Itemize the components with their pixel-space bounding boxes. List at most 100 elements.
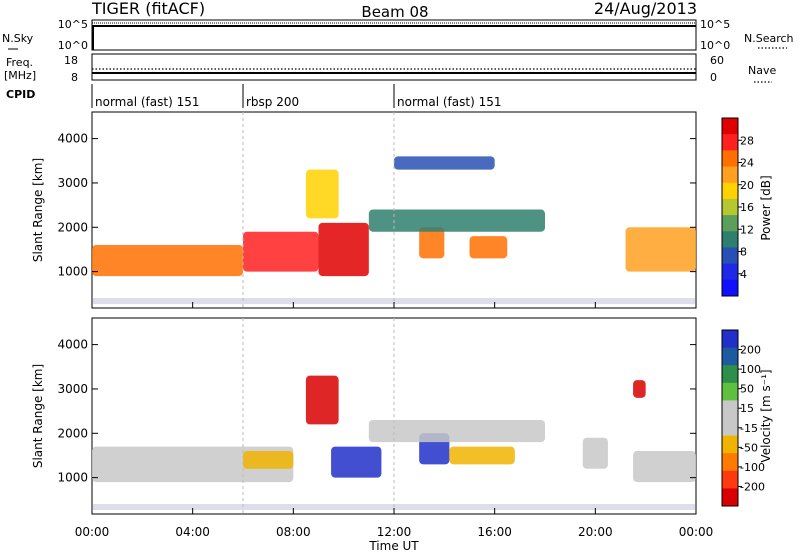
colorbar-tick-label: 100 bbox=[740, 363, 761, 376]
colorbar-tick-label: 16 bbox=[740, 201, 754, 214]
nsky-panel bbox=[91, 19, 697, 51]
colorbar-swatch bbox=[722, 118, 738, 135]
colorbar-tick-label: 8 bbox=[740, 246, 747, 259]
colorbar-swatch bbox=[722, 400, 738, 419]
echo-region bbox=[449, 446, 515, 465]
cpid-segment-label: normal (fast) 151 bbox=[95, 95, 199, 109]
velocity-colorbar: 200 100 50 15 -15 -50 -100 -200 bbox=[721, 329, 765, 507]
range-tick-label: 4000 bbox=[57, 338, 88, 352]
colorbar-swatch bbox=[722, 279, 738, 297]
cpid-segment-label: rbsp 200 bbox=[246, 95, 299, 109]
freq-label-1: Freq. bbox=[6, 56, 33, 69]
colorbar-swatch bbox=[722, 215, 738, 232]
power-ylabel: Slant Range [km] bbox=[31, 158, 45, 262]
colorbar-tick-label: 20 bbox=[740, 179, 754, 192]
echo-region bbox=[368, 419, 545, 443]
colorbar-tick-label: -100 bbox=[740, 461, 765, 474]
range-tick-label: 2000 bbox=[57, 426, 88, 440]
range-tick-label: 3000 bbox=[57, 382, 88, 396]
cpid-segments: normal (fast) 151 rbsp 200 normal (fast) 1… bbox=[91, 84, 501, 109]
cpid-label: CPID bbox=[6, 88, 35, 101]
nsky-tick-bottom: 10^0 bbox=[58, 39, 88, 52]
colorbar-tick-label: 4 bbox=[740, 268, 747, 281]
echo-region bbox=[305, 169, 339, 219]
time-tick-label: 00:00 bbox=[679, 525, 714, 539]
time-tick-label: 04:00 bbox=[175, 525, 210, 539]
range-tick-label: 1000 bbox=[57, 265, 88, 279]
colorbar-swatch bbox=[722, 382, 738, 401]
colorbar-tick-label: 12 bbox=[740, 223, 754, 236]
time-tick-label: 00:00 bbox=[75, 525, 110, 539]
nave-label: Nave bbox=[748, 64, 776, 77]
nave-tick-bottom: 0 bbox=[710, 71, 717, 84]
nsky-label: N.Sky bbox=[2, 32, 34, 45]
echo-region bbox=[633, 380, 646, 398]
colorbar-swatch bbox=[722, 198, 738, 216]
colorbar-tick-label: 50 bbox=[740, 383, 754, 396]
date-title: 24/Aug/2013 bbox=[594, 0, 697, 18]
colorbar-swatch bbox=[722, 365, 738, 384]
power-colorbar: 28 24 20 16 12 8 4 bbox=[721, 117, 754, 297]
colorbar-frame bbox=[721, 329, 739, 507]
colorbar-swatch bbox=[722, 182, 738, 200]
freq-tick-bottom: 8 bbox=[71, 71, 78, 84]
echo-region bbox=[305, 375, 339, 425]
colorbar-tick-label: -15 bbox=[740, 422, 758, 435]
echo-region bbox=[92, 446, 294, 483]
range-tick-label: 3000 bbox=[57, 176, 88, 190]
power-colorbar-label: Power [dB] bbox=[759, 175, 773, 240]
nave-tick-top: 60 bbox=[710, 54, 724, 67]
colorbar-swatch bbox=[722, 488, 738, 507]
colorbar-tick-label: 24 bbox=[740, 157, 754, 170]
cpid-segment-label: normal (fast) 151 bbox=[397, 95, 501, 109]
range-axes: 1000 2000 3000 4000 1000 2000 3000 4000 bbox=[57, 112, 696, 514]
echo-region bbox=[394, 156, 495, 170]
colorbar-swatch bbox=[722, 150, 738, 168]
time-tick-label: 08:00 bbox=[276, 525, 311, 539]
time-axis: 00:00 04:00 08:00 12:00 16:00 20:00 00:00 bbox=[75, 302, 714, 539]
radar-title: TIGER (fitACF) bbox=[91, 0, 205, 18]
colorbar-swatch bbox=[722, 453, 738, 472]
colorbar-tick-label: -200 bbox=[740, 480, 765, 493]
range-tick-label: 1000 bbox=[57, 471, 88, 485]
echo-region bbox=[331, 446, 382, 478]
echo-region bbox=[625, 227, 696, 272]
nsky-tick-top: 10^5 bbox=[58, 18, 88, 31]
echo-region bbox=[368, 209, 545, 232]
nsearch-tick-top: 10^5 bbox=[700, 18, 730, 31]
colorbar-swatch bbox=[722, 347, 738, 366]
freq-tick-top: 18 bbox=[64, 54, 78, 67]
time-tick-label: 16:00 bbox=[477, 525, 512, 539]
time-tick-label: 12:00 bbox=[377, 525, 412, 539]
freq-panel bbox=[91, 53, 697, 81]
xaxis-label: Time UT bbox=[368, 539, 419, 553]
colorbar-swatch bbox=[722, 263, 738, 281]
colorbar-swatch bbox=[722, 166, 738, 184]
echo-region bbox=[243, 231, 319, 272]
colorbar-tick-label: 200 bbox=[740, 344, 761, 357]
nsearch-tick-bottom: 10^0 bbox=[700, 39, 730, 52]
range-tick-label: 4000 bbox=[57, 132, 88, 146]
colorbar-swatch bbox=[722, 231, 738, 248]
colorbar-swatch bbox=[722, 330, 738, 349]
echo-region bbox=[633, 451, 696, 483]
echo-region bbox=[419, 227, 445, 259]
freq-label-2: [MHz] bbox=[4, 69, 36, 82]
beam-title: Beam 08 bbox=[361, 3, 428, 21]
time-tick-label: 20:00 bbox=[578, 525, 613, 539]
echo-region bbox=[92, 245, 243, 277]
velocity-ylabel: Slant Range [km] bbox=[31, 364, 45, 468]
colorbar-swatch bbox=[722, 247, 738, 265]
colorbar-swatch bbox=[722, 134, 738, 151]
echo-region bbox=[243, 451, 294, 469]
colorbar-swatch bbox=[722, 418, 738, 437]
colorbar-swatch bbox=[722, 470, 738, 489]
colorbar-swatch bbox=[722, 435, 738, 454]
echo-region bbox=[469, 236, 508, 259]
velocity-colorbar-label: Velocity [m s⁻¹] bbox=[759, 369, 773, 462]
colorbar-tick-label: 15 bbox=[740, 402, 754, 415]
echo-region bbox=[318, 222, 369, 277]
colorbar-tick-label: 28 bbox=[740, 134, 754, 147]
colorbar-tick-label: -50 bbox=[740, 441, 758, 454]
